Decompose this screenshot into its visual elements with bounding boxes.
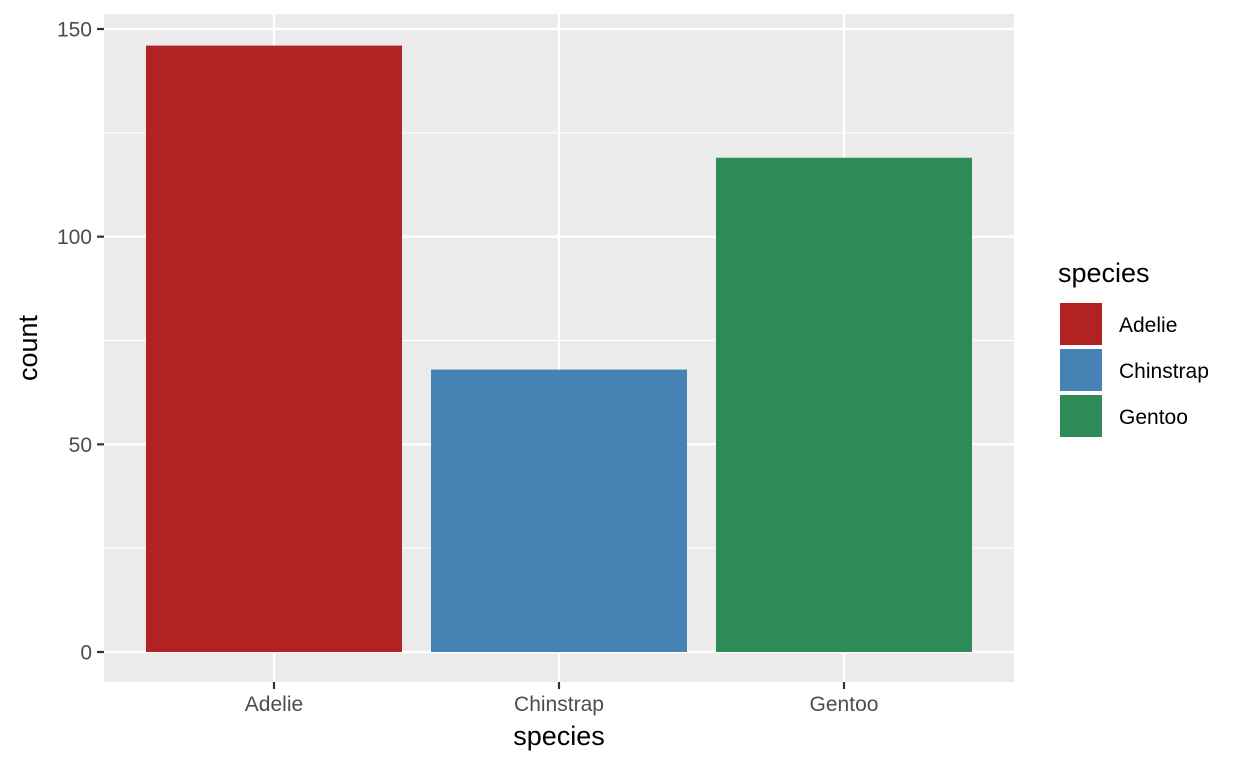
y-tick-label: 0 <box>80 642 92 665</box>
y-tick-label: 50 <box>69 434 92 457</box>
y-tick-label: 100 <box>57 226 92 249</box>
legend-label: Gentoo <box>1119 406 1188 429</box>
x-axis: Adelie Chinstrap Gentoo <box>245 682 879 716</box>
legend-label: Adelie <box>1119 314 1177 337</box>
legend-label: Chinstrap <box>1119 360 1209 383</box>
x-tick-label: Adelie <box>245 693 303 716</box>
bar-adelie <box>146 45 402 652</box>
y-tick-label: 150 <box>57 19 92 42</box>
legend-key-gentoo <box>1058 393 1104 439</box>
x-axis-title: species <box>513 721 605 751</box>
legend-key-adelie <box>1058 301 1104 347</box>
legend-key-chinstrap <box>1058 347 1104 393</box>
bars <box>146 45 972 652</box>
y-axis-title: count <box>13 314 43 381</box>
x-tick-label: Chinstrap <box>514 693 604 716</box>
legend-title: species <box>1058 258 1150 288</box>
x-tick-label: Gentoo <box>810 693 879 716</box>
bar-chinstrap <box>431 369 687 652</box>
legend: species Adelie Chinstrap Gentoo <box>1058 258 1209 439</box>
y-axis: 0 50 100 150 <box>57 19 104 665</box>
bar-gentoo <box>716 157 972 652</box>
